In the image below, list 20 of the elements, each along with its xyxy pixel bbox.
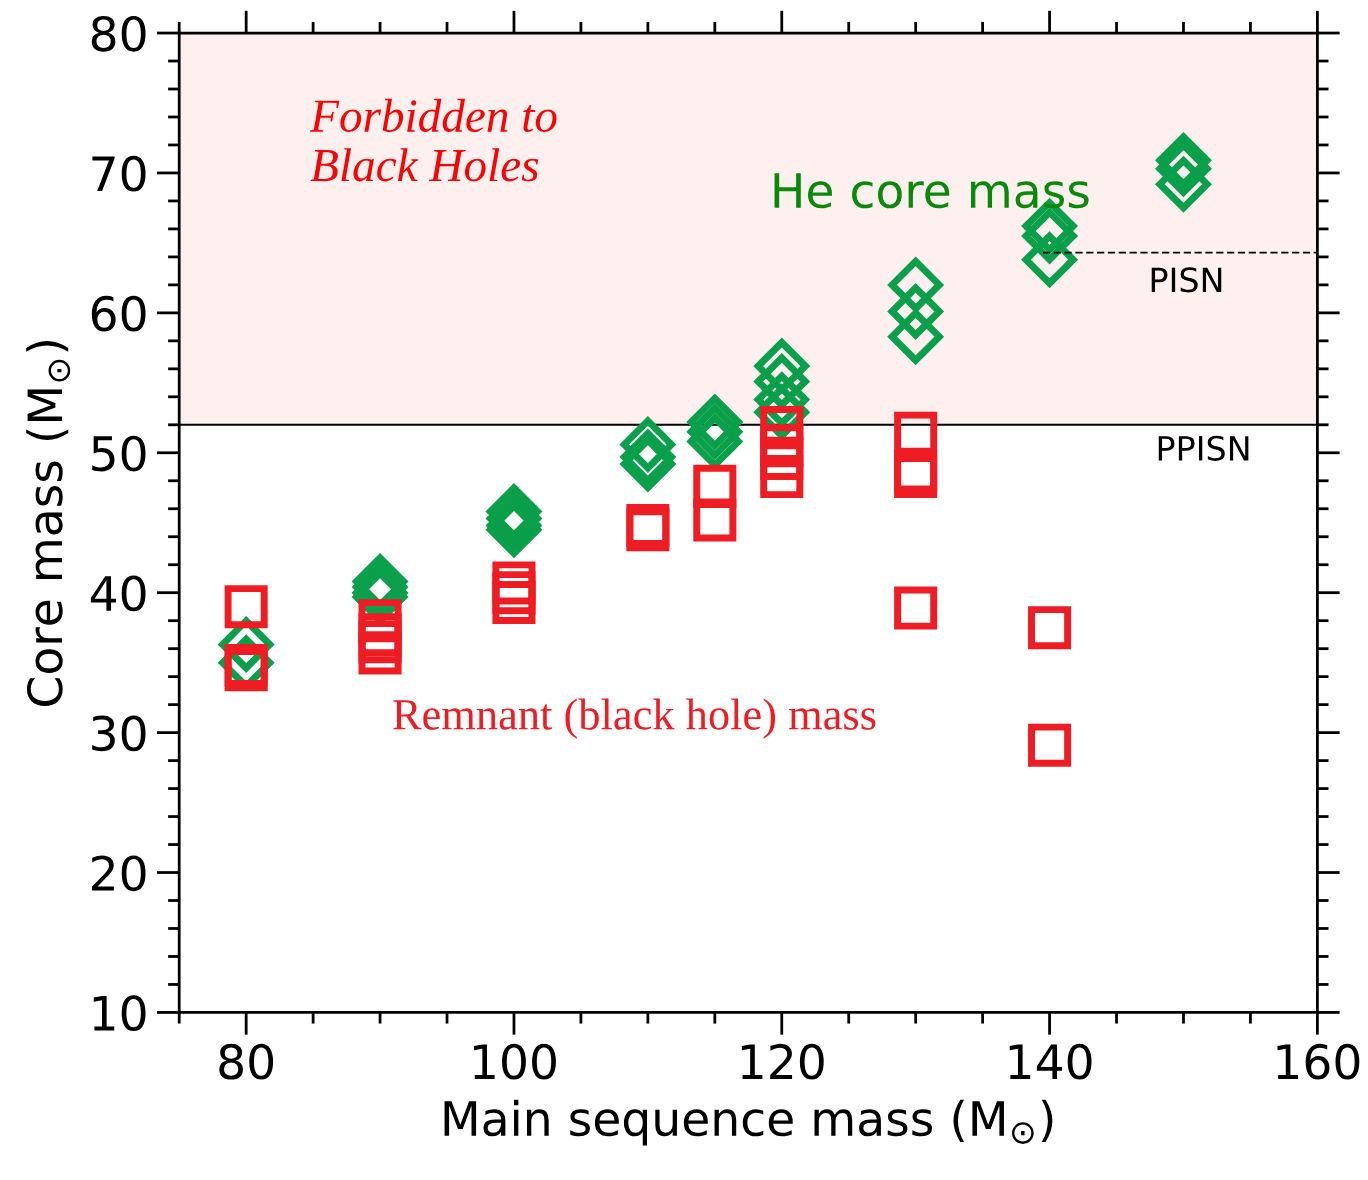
- x-tick-label: 120: [741, 1043, 824, 1080]
- x-tick-label: 160: [1277, 1043, 1360, 1080]
- band-label: Forbidden to Black Holes: [309, 98, 557, 182]
- y-tick-label: 80: [91, 15, 146, 52]
- y-tick-label: 40: [90, 575, 146, 612]
- x-axis-title: Main sequence mass (M$_{⊙}$): [444, 1099, 1053, 1146]
- y-tick-label: 20: [92, 855, 146, 892]
- series-label: He core mass: [774, 173, 1089, 209]
- x-tick-label: 140: [1009, 1043, 1092, 1080]
- y-tick-label: 10: [93, 995, 146, 1032]
- y-tick-label: 60: [91, 295, 146, 332]
- annotation: PISN: [1151, 267, 1222, 293]
- x-tick-label: 80: [219, 1043, 274, 1080]
- y-tick-label: 70: [92, 155, 146, 192]
- annotation: PPISN: [1158, 435, 1249, 461]
- series-label: Remnant (black hole) mass: [393, 698, 876, 739]
- y-tick-label: 30: [92, 715, 146, 752]
- x-tick-label: 100: [474, 1043, 556, 1080]
- y-axis-title: Core mass (M$_{⊙}$): [26, 341, 71, 706]
- y-tick-label: 50: [92, 435, 146, 472]
